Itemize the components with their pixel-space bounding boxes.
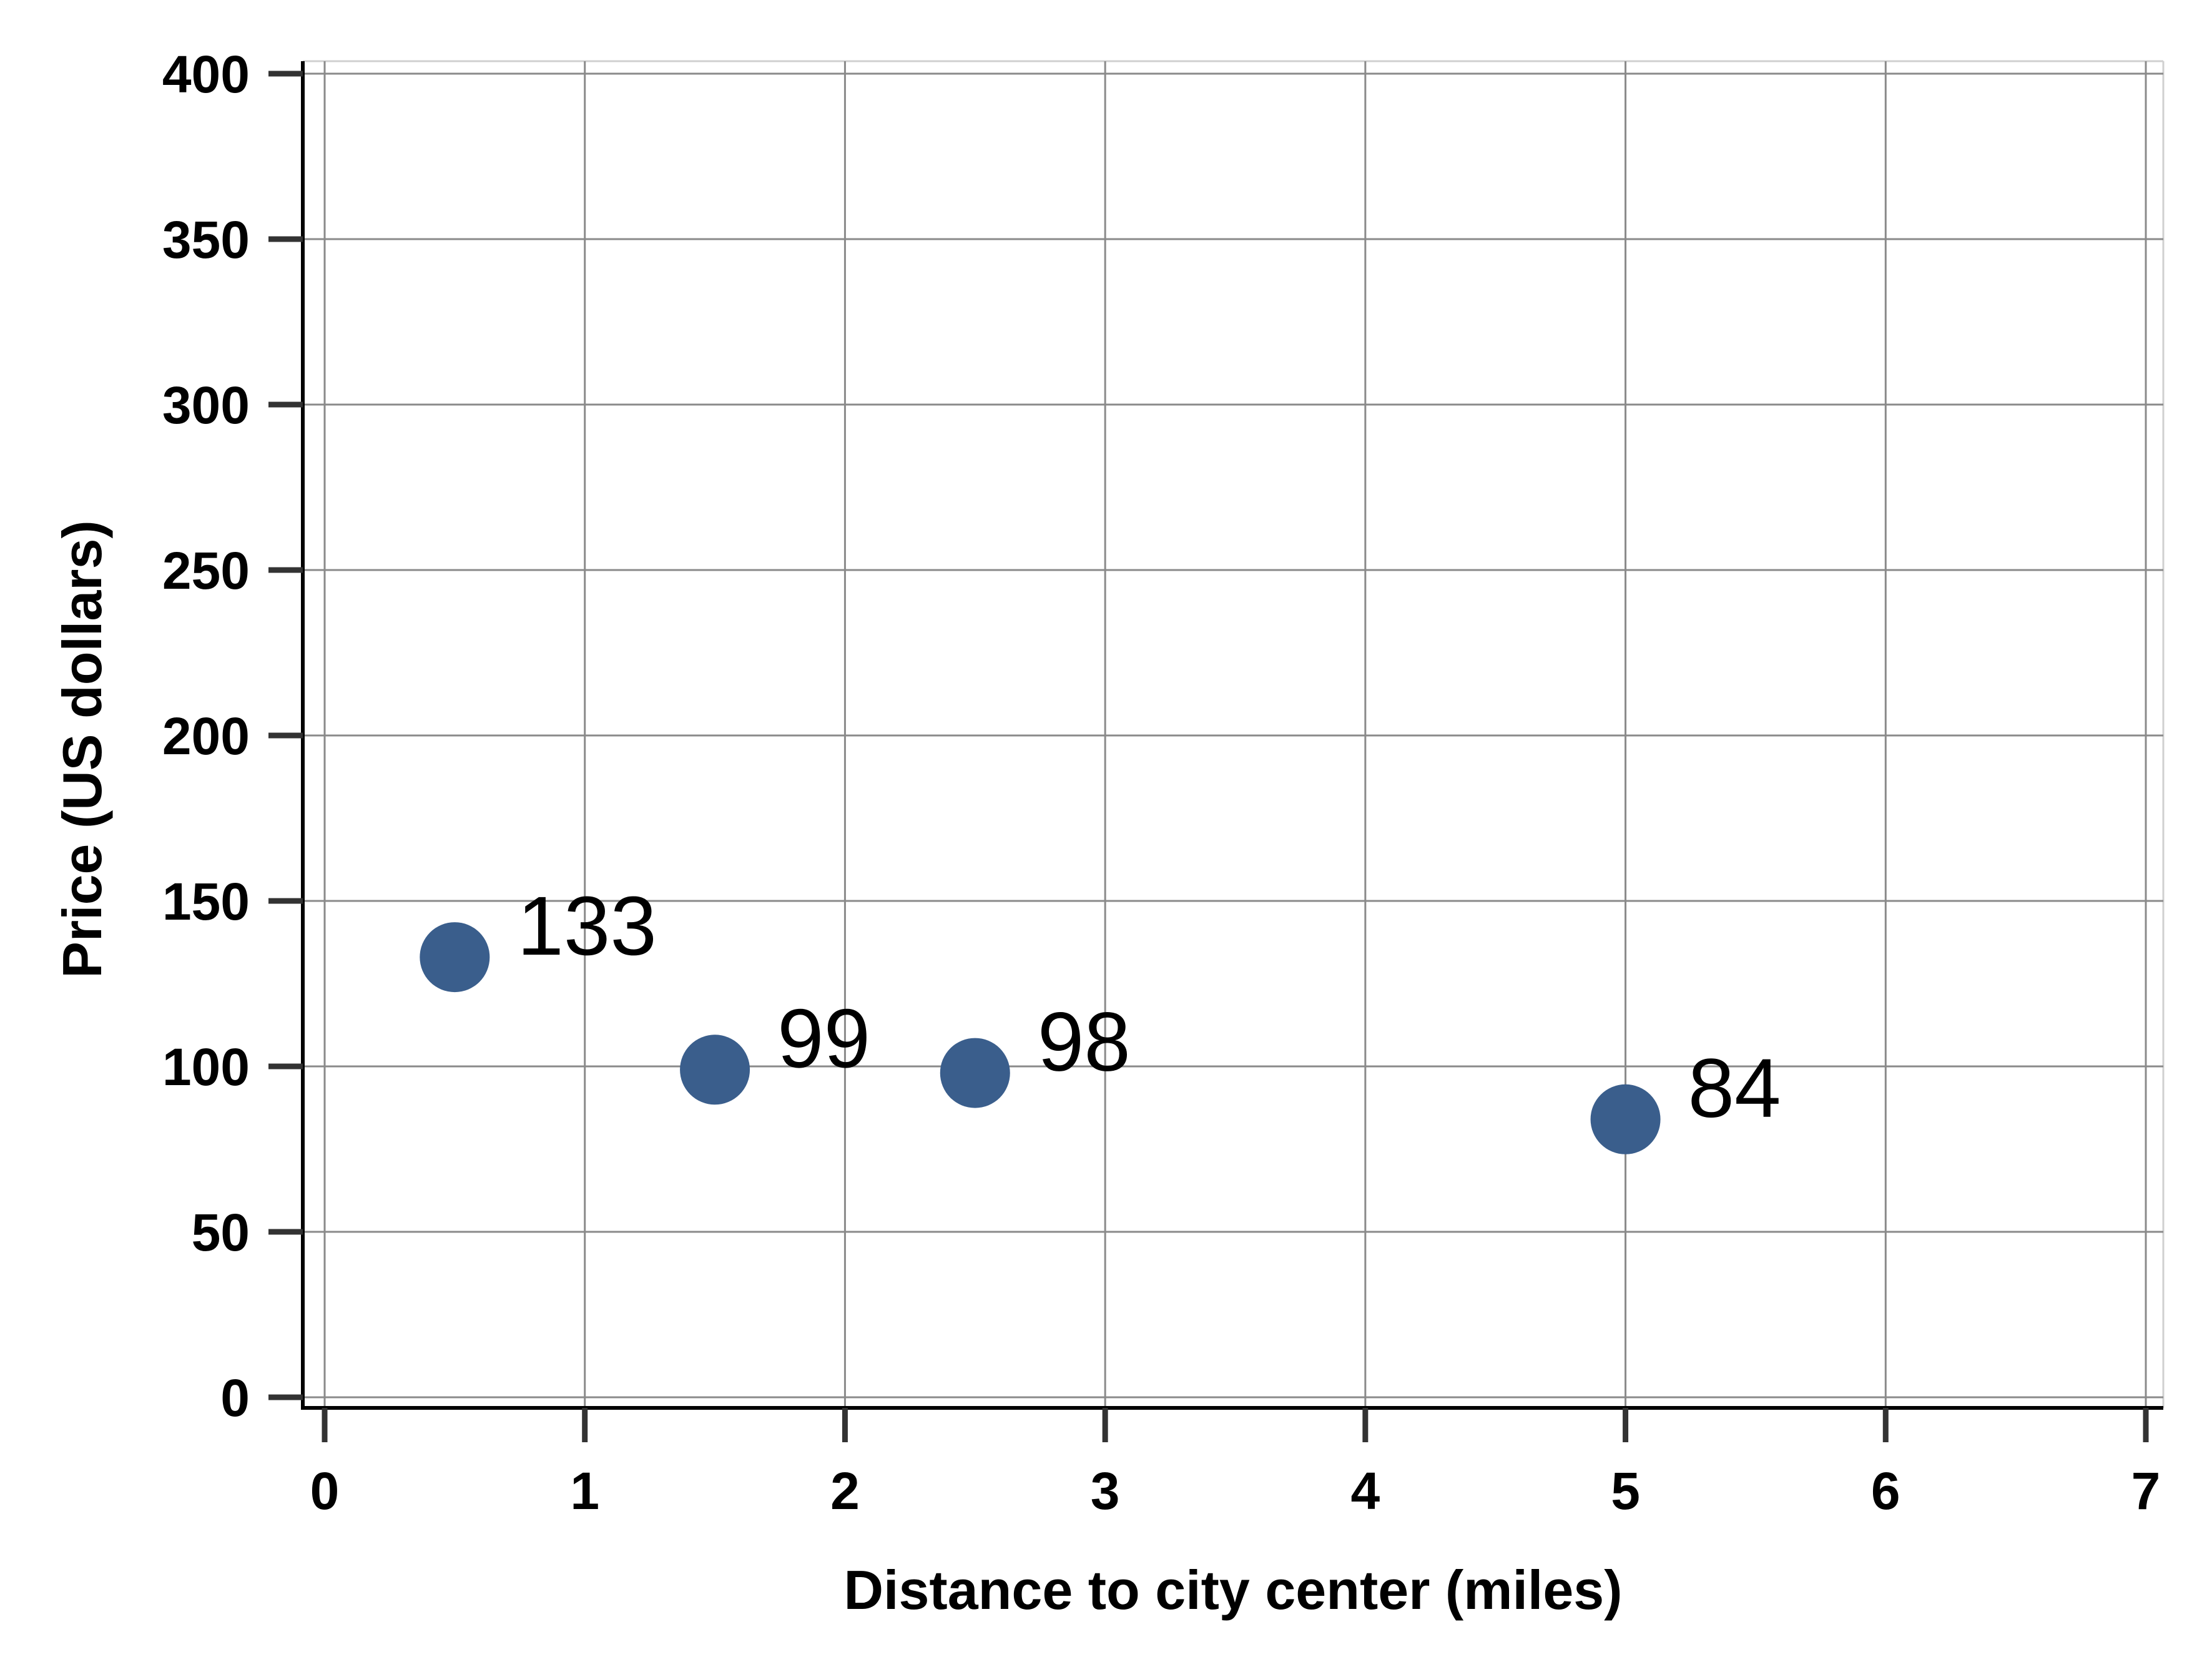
y-tick-label: 150	[162, 872, 250, 931]
x-tick-label: 6	[1871, 1462, 1900, 1520]
x-tick-label: 4	[1350, 1462, 1380, 1520]
y-tick-label: 250	[162, 541, 250, 600]
x-tick-label: 1	[570, 1462, 599, 1520]
y-tick-label: 100	[162, 1038, 250, 1096]
y-tick-label: 400	[162, 45, 250, 104]
data-point	[420, 922, 490, 993]
data-point	[940, 1038, 1010, 1108]
y-tick-label: 50	[192, 1203, 250, 1262]
x-tick-label: 0	[310, 1462, 340, 1520]
data-label: 84	[1688, 1042, 1781, 1135]
data-label: 98	[1038, 996, 1131, 1089]
data-label: 133	[517, 880, 657, 973]
x-axis-title: Distance to city center (miles)	[843, 1559, 1622, 1621]
tick-labels: 0 50 100 150 200 250 300 350 400 0 1 2 3 4 5 6 7	[162, 45, 2161, 1520]
x-tick-label: 7	[2131, 1462, 2161, 1520]
data-point	[1590, 1084, 1661, 1154]
x-tick-label: 5	[1611, 1462, 1640, 1520]
y-tick-label: 0	[220, 1369, 250, 1427]
data-point	[680, 1035, 750, 1105]
y-tick-label: 300	[162, 376, 250, 435]
x-tick-label: 3	[1091, 1462, 1120, 1520]
axes	[268, 61, 2163, 1442]
y-tick-label: 350	[162, 210, 250, 269]
data-labels: 133 99 98 84	[517, 880, 1781, 1135]
data-points	[420, 922, 1661, 1154]
grid-lines	[303, 60, 2165, 1408]
x-tick-label: 2	[830, 1462, 860, 1520]
y-tick-label: 200	[162, 707, 250, 765]
y-axis-title: Price (US dollars)	[51, 520, 113, 978]
data-label: 99	[777, 992, 870, 1085]
